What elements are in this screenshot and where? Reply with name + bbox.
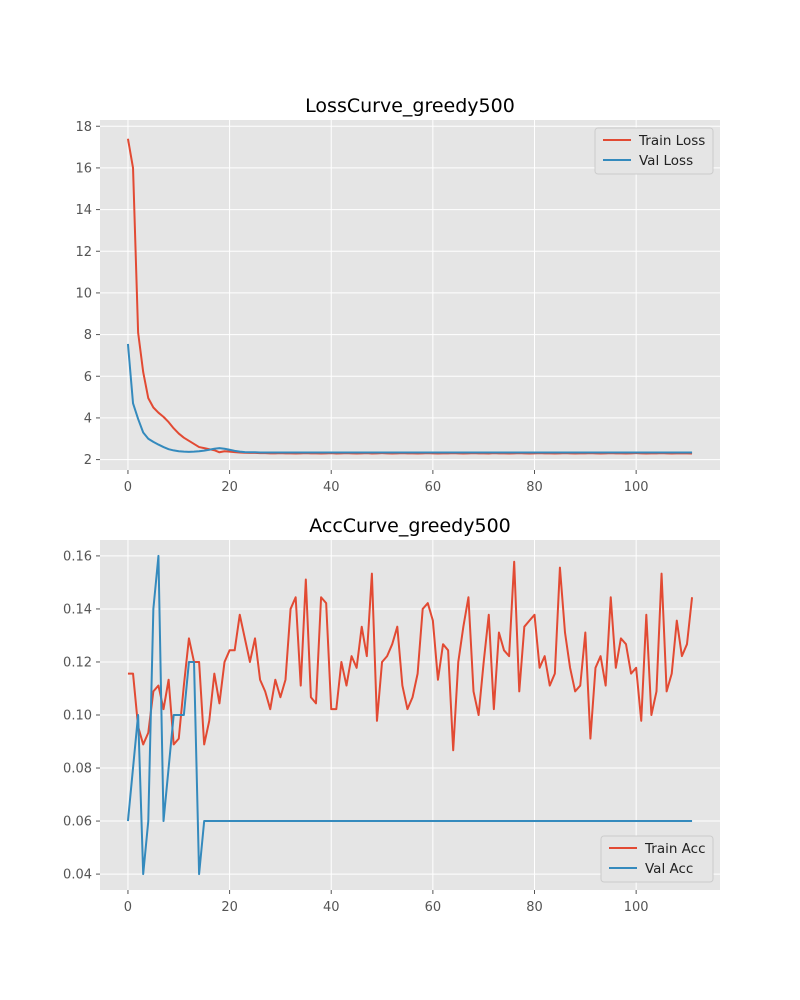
legend: Train Loss Val Loss [594,127,714,175]
x-tick-label: 100 [624,480,649,495]
y-tick-label: 4 [84,411,92,426]
x-tick-label: 20 [221,900,238,915]
y-tick-label: 0.14 [63,602,92,617]
y-tick-label: 0.08 [63,762,92,777]
y-tick-label: 18 [75,120,92,135]
x-tick-label: 100 [624,900,649,915]
x-tick-label: 0 [124,900,132,915]
x-tick-label: 20 [221,480,238,495]
chart-title: LossCurve_greedy500 [305,95,515,117]
legend-label: Train Acc [644,841,706,857]
series-line-train-acc [127,560,694,752]
series-line-val-loss [126,343,693,454]
y-tick-label: 8 [84,328,92,343]
y-tick-label: 0.06 [63,815,92,830]
y-tick-label: 6 [84,370,92,385]
x-tick-label: 80 [526,480,543,495]
chart-title: AccCurve_greedy500 [309,515,511,537]
x-tick-label: 40 [323,900,340,915]
x-tick-label: 60 [425,900,442,915]
y-tick-label: 12 [75,245,92,260]
y-tick-label: 0.12 [63,655,92,670]
chart-panel-2: 0.04 0.06 0.08 0.10 0.12 0.14 0.16 0 20 40 60 80 100… [63,515,720,915]
y-tick-label: 14 [75,203,92,218]
plot-background [100,120,720,470]
y-tick-label: 10 [75,286,92,301]
x-tick-label: 60 [425,480,442,495]
y-tick-label: 16 [75,161,92,176]
y-tick-label: 0.16 [63,549,92,564]
y-tick-label: 0.04 [63,868,92,883]
x-tick-label: 40 [323,480,340,495]
x-tick-label: 80 [526,900,543,915]
legend-label: Val Acc [645,861,693,877]
y-tick-label: 2 [84,453,92,468]
x-tick-label: 0 [124,480,132,495]
legend: Train Acc Val Acc [600,835,714,883]
chart-panel-1: 2 4 6 8 10 12 14 16 18 0 20 40 60 80 100 LossCurve_gree… [75,95,720,495]
y-tick-label: 0.10 [63,709,92,724]
legend-label: Val Loss [639,153,693,169]
series-line-val-acc [126,554,693,876]
legend-label: Train Loss [638,133,705,149]
